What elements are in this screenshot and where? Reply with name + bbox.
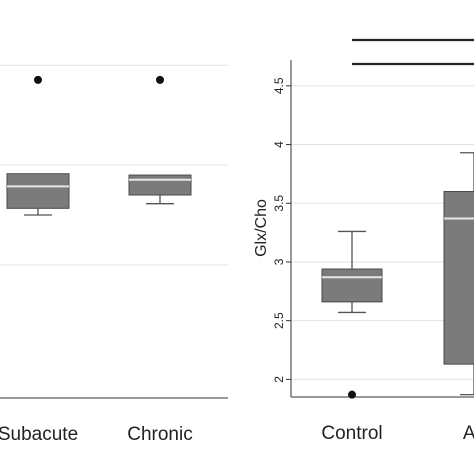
y-tick-label: 4 <box>272 141 286 148</box>
y-tick-label: 4.5 <box>272 77 286 94</box>
right-panel: 2 2.5 3 3.5 4 4.5 Glx/Cho Control Ac <box>253 38 474 444</box>
y-tick-label: 3.5 <box>272 195 286 212</box>
outlier-point <box>34 75 42 84</box>
x-category-label: Chronic <box>127 424 192 445</box>
box-iqr <box>6 173 70 209</box>
y-tick-label: 3 <box>272 258 286 265</box>
box-iqr <box>443 191 474 365</box>
outlier-point <box>348 390 356 399</box>
y-tick-label: 2.5 <box>272 312 286 329</box>
y-tick-label: 2 <box>272 376 286 383</box>
x-category-label: Control <box>321 423 382 444</box>
x-category-label: Ac <box>463 423 474 444</box>
box-iqr <box>128 174 192 196</box>
left-panel: Subacute Chronic <box>0 64 228 445</box>
box-iqr <box>321 268 383 303</box>
outlier-point <box>156 75 164 84</box>
y-axis-title: Glx/Cho <box>253 199 270 257</box>
x-category-label: Subacute <box>0 424 78 445</box>
